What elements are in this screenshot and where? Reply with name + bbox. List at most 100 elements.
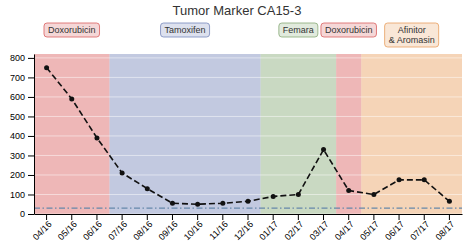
grid-line — [34, 96, 462, 97]
region-label-box — [44, 23, 100, 37]
x-tick-label: 04/16 — [31, 219, 54, 242]
x-tick-label: 07/17 — [408, 219, 431, 242]
data-point — [422, 177, 427, 182]
region — [261, 54, 337, 214]
region-label-box — [161, 23, 210, 37]
region-label-text: Femara — [283, 25, 314, 35]
title: Tumor Marker CA15-3 — [173, 3, 302, 18]
y-tick: 800 — [10, 53, 34, 63]
grid-line — [34, 214, 462, 215]
data-point — [69, 96, 74, 101]
y-tick: 100 — [10, 190, 34, 200]
x-tick-label: 05/16 — [56, 219, 79, 242]
y-tick-label: 800 — [10, 53, 25, 63]
y-tick-mark — [28, 97, 34, 98]
x-tick: 07/17 — [408, 214, 431, 242]
y-tick-mark — [28, 155, 34, 156]
region — [110, 54, 261, 214]
grid-line — [34, 116, 462, 117]
data-line — [47, 68, 450, 205]
x-tick: 02/17 — [282, 214, 305, 242]
region-label-text: Tamoxifen — [165, 25, 206, 35]
region-labels: Doxorubicin Tamoxifen Femara Doxorubicin Afi… — [44, 23, 439, 47]
data-point — [321, 147, 326, 152]
x-tick: 06/16 — [81, 214, 104, 242]
x-tick-label: 07/16 — [106, 219, 129, 242]
x-tick: 01/17 — [257, 214, 280, 242]
grid-line — [34, 174, 462, 175]
data-point — [397, 177, 402, 182]
y-tick: 400 — [10, 131, 34, 141]
data-point — [246, 199, 251, 204]
data-point — [120, 171, 125, 176]
x-tick-label: 01/17 — [257, 219, 280, 242]
plot-area — [34, 54, 462, 214]
region-label-box — [279, 23, 318, 37]
region-label-text: Doxorubicin — [48, 25, 96, 35]
x-tick: 09/16 — [157, 214, 180, 242]
y-axis-line — [34, 55, 35, 215]
y-tick-mark — [28, 58, 34, 59]
x-tick-label: 06/17 — [383, 219, 406, 242]
y-tick-mark — [28, 136, 34, 137]
region-label: Afinitor& Aromasin — [385, 23, 439, 47]
x-tick-label: 02/17 — [282, 219, 305, 242]
y-tick-mark — [28, 175, 34, 176]
y-tick-mark — [28, 116, 34, 117]
y-tick-label: 300 — [10, 151, 25, 161]
x-tick-label: 08/16 — [131, 219, 154, 242]
reference-line — [34, 208, 462, 209]
y-tick-label: 400 — [10, 131, 25, 141]
data-point — [296, 192, 301, 197]
x-tick: 04/16 — [31, 214, 54, 242]
y-tick: 500 — [10, 112, 34, 122]
region-label-text: Afinitor& Aromasin — [389, 25, 435, 45]
y-tick-mark — [28, 194, 34, 195]
x-tick: 08/16 — [131, 214, 154, 242]
y-tick-label: 700 — [10, 73, 25, 83]
x-tick-label: 04/17 — [333, 219, 356, 242]
data-point — [195, 202, 200, 207]
x-tick: 05/16 — [56, 214, 79, 242]
grid-line — [34, 57, 462, 58]
x-tick: 12/16 — [232, 214, 255, 242]
grid-line — [34, 194, 462, 195]
y-tick-label: 600 — [10, 92, 25, 102]
data-point — [447, 199, 452, 204]
x-tick-label: 08/17 — [434, 219, 457, 242]
region-label-box — [321, 23, 377, 37]
x-tick-label: 12/16 — [232, 219, 255, 242]
grid-line — [34, 77, 462, 78]
x-tick: 03/17 — [308, 214, 331, 242]
y-tick: 200 — [10, 170, 34, 180]
region-label: Femara — [279, 23, 318, 37]
y-tick-mark — [28, 214, 34, 215]
chart-container: Tumor Marker CA15-304/1605/1606/1607/160… — [0, 0, 474, 250]
data-point — [145, 186, 150, 191]
x-tick: 10/16 — [182, 214, 205, 242]
data-point — [44, 65, 49, 70]
x-tick-label: 03/17 — [308, 219, 331, 242]
region-label: Doxorubicin — [44, 23, 100, 37]
y-axis: 0 100 200 300 400 500 600 700 800 — [10, 53, 35, 219]
region-label-box — [385, 23, 439, 47]
data-point — [94, 135, 99, 140]
data-point — [271, 194, 276, 199]
data-point — [346, 188, 351, 193]
data-point — [220, 201, 225, 206]
region-label: Doxorubicin — [321, 23, 377, 37]
y-tick-label: 100 — [10, 190, 25, 200]
region-label-text: Doxorubicin — [325, 25, 373, 35]
x-tick-label: 10/16 — [182, 219, 205, 242]
data-point — [170, 201, 175, 206]
y-tick: 600 — [10, 92, 34, 102]
y-tick-label: 500 — [10, 112, 25, 122]
x-tick-label: 09/16 — [157, 219, 180, 242]
y-tick: 0 — [20, 209, 34, 219]
x-tick-label: 06/16 — [81, 219, 104, 242]
x-tick-label: 11/16 — [207, 219, 230, 242]
region — [361, 54, 462, 214]
x-tick: 08/17 — [434, 214, 457, 242]
y-tick-label: 200 — [10, 170, 25, 180]
x-tick-label: 05/17 — [358, 219, 381, 242]
